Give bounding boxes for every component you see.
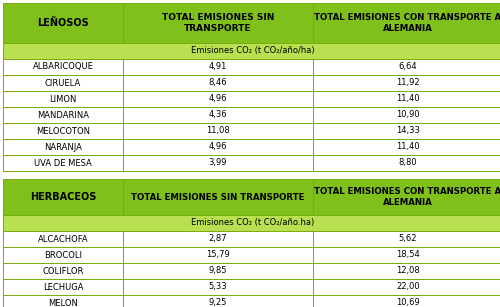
Text: 4,36: 4,36 [208,111,228,119]
Bar [3,107,123,123]
Bar [313,123,500,139]
Text: TOTAL EMISIONES SIN
TRANSPORTE: TOTAL EMISIONES SIN TRANSPORTE [162,14,274,33]
Bar [3,59,123,75]
Bar [313,75,500,91]
Text: 12,08: 12,08 [396,266,420,275]
Text: ALBARICOQUE: ALBARICOQUE [32,63,94,72]
Bar [123,91,313,107]
Text: Emisiones CO₂ (t CO₂/año.ha): Emisiones CO₂ (t CO₂/año.ha) [192,219,314,227]
Bar [313,231,500,247]
Text: 5,33: 5,33 [208,282,228,292]
Bar [313,91,500,107]
Bar [313,279,500,295]
Text: MELON: MELON [48,298,78,307]
Bar [123,179,313,215]
Bar [123,155,313,171]
Text: BROCOLI: BROCOLI [44,251,82,259]
Text: 11,40: 11,40 [396,142,420,151]
Text: NARANJA: NARANJA [44,142,82,151]
Text: HERBACEOS: HERBACEOS [30,192,96,202]
Bar [3,263,123,279]
Bar [123,295,313,307]
Bar [313,247,500,263]
Text: 2,87: 2,87 [208,235,228,243]
Text: CIRUELA: CIRUELA [45,79,81,87]
Text: UVA DE MESA: UVA DE MESA [34,158,92,168]
Text: 14,33: 14,33 [396,126,420,135]
Text: 15,79: 15,79 [206,251,230,259]
Bar [123,75,313,91]
Text: LECHUGA: LECHUGA [43,282,83,292]
Bar [123,279,313,295]
Bar [313,179,500,215]
Bar [3,279,123,295]
Bar [3,231,123,247]
Bar [123,231,313,247]
Bar [123,107,313,123]
Text: 9,25: 9,25 [209,298,227,307]
Text: Emisiones CO₂ (t CO₂/año/ha): Emisiones CO₂ (t CO₂/año/ha) [191,46,315,56]
Text: 10,90: 10,90 [396,111,420,119]
Text: 4,96: 4,96 [209,142,227,151]
Text: LEÑOSOS: LEÑOSOS [37,18,89,28]
Bar [3,155,123,171]
Bar [3,247,123,263]
Text: 4,96: 4,96 [209,95,227,103]
Text: 18,54: 18,54 [396,251,420,259]
Text: COLIFLOR: COLIFLOR [42,266,84,275]
Bar [313,3,500,43]
Text: 11,40: 11,40 [396,95,420,103]
Text: 11,08: 11,08 [206,126,230,135]
Text: MELOCOTON: MELOCOTON [36,126,90,135]
Bar [123,3,313,43]
Bar [313,139,500,155]
Bar [313,155,500,171]
Text: 10,69: 10,69 [396,298,420,307]
Text: LIMON: LIMON [50,95,76,103]
Text: TOTAL EMISIONES CON TRANSPORTE A
ALEMANIA: TOTAL EMISIONES CON TRANSPORTE A ALEMANI… [314,14,500,33]
Text: MANDARINA: MANDARINA [37,111,89,119]
Bar [123,247,313,263]
Bar [3,215,500,231]
Bar [3,75,123,91]
Text: 8,46: 8,46 [208,79,228,87]
Text: 4,91: 4,91 [209,63,227,72]
Text: 11,92: 11,92 [396,79,420,87]
Bar [123,263,313,279]
Bar [3,295,123,307]
Bar [313,263,500,279]
Bar [3,139,123,155]
Text: 3,99: 3,99 [209,158,227,168]
Text: ALCACHOFA: ALCACHOFA [38,235,88,243]
Bar [3,43,500,59]
Bar [313,59,500,75]
Bar [123,139,313,155]
Bar [123,59,313,75]
Text: TOTAL EMISIONES SIN TRANSPORTE: TOTAL EMISIONES SIN TRANSPORTE [132,192,304,201]
Text: TOTAL EMISIONES CON TRANSPORTE A
ALEMANIA: TOTAL EMISIONES CON TRANSPORTE A ALEMANI… [314,188,500,207]
Bar [3,91,123,107]
Text: 6,64: 6,64 [398,63,417,72]
Text: 8,80: 8,80 [398,158,417,168]
Text: 5,62: 5,62 [399,235,417,243]
Bar [3,123,123,139]
Text: 22,00: 22,00 [396,282,420,292]
Bar [313,295,500,307]
Bar [3,3,123,43]
Bar [123,123,313,139]
Bar [3,179,123,215]
Bar [313,107,500,123]
Text: 9,85: 9,85 [209,266,227,275]
